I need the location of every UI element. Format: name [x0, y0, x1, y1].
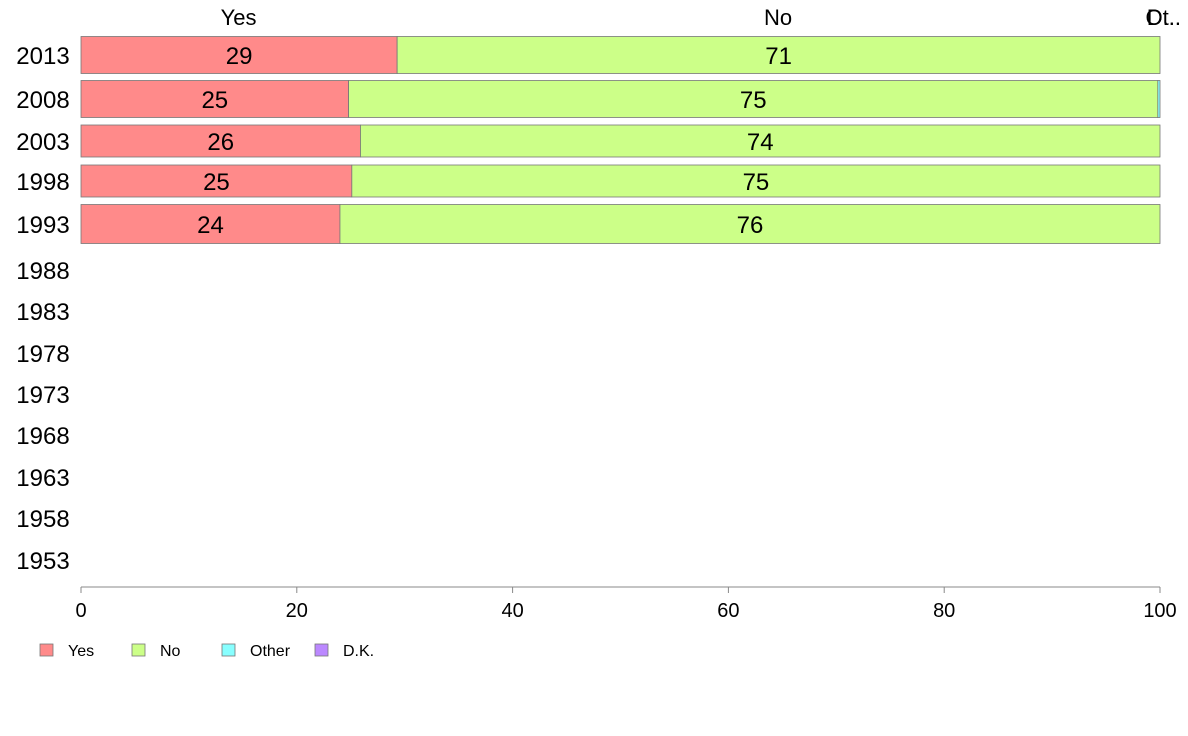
bar-segment-yes [80, 80, 349, 118]
legend-swatch [314, 643, 329, 657]
data-label: 74 [747, 129, 774, 156]
category-label: 1993 [16, 212, 69, 239]
category-label: 1978 [16, 341, 69, 368]
x-tick-label: 80 [933, 600, 955, 622]
legend-label: Other [250, 643, 291, 660]
legend-swatch [221, 643, 236, 657]
category-label: 1973 [16, 382, 69, 409]
x-tick-label: 60 [717, 600, 739, 622]
data-label: 24 [197, 212, 224, 239]
category-label: 2008 [16, 87, 69, 114]
bar-segment-yes [80, 36, 398, 74]
data-label: 25 [203, 169, 230, 196]
legend-label: D.K. [343, 643, 374, 660]
data-label: 29 [226, 43, 253, 70]
x-tick-label: 40 [501, 600, 523, 622]
data-label: 75 [740, 87, 767, 114]
bar-segment-no [348, 80, 1159, 118]
data-label: 25 [201, 87, 228, 114]
bar-segment-no [360, 124, 1161, 158]
series-top-label: Ot.. [1146, 5, 1181, 30]
bar-segment-yes [80, 204, 341, 244]
bar-segment-yes [80, 164, 353, 198]
category-label: 1988 [16, 258, 69, 285]
bar-segment-no [339, 204, 1161, 244]
series-top-label: Yes [221, 5, 257, 30]
x-tick-label: 20 [286, 600, 308, 622]
x-tick-label: 100 [1143, 600, 1176, 622]
bar-segment-other [1157, 80, 1161, 118]
series-top-label: No [764, 5, 792, 30]
category-label: 2003 [16, 129, 69, 156]
data-label: 71 [765, 43, 792, 70]
data-label: 75 [743, 169, 770, 196]
x-tick-label: 0 [75, 600, 86, 622]
legend-swatch [131, 643, 146, 657]
data-label: 26 [207, 129, 234, 156]
category-label: 1953 [16, 548, 69, 575]
legend-swatch [39, 643, 54, 657]
category-label: 1998 [16, 169, 69, 196]
bar-segment-no [351, 164, 1161, 198]
category-label: 1968 [16, 423, 69, 450]
category-label: 2013 [16, 43, 69, 70]
category-label: 1963 [16, 465, 69, 492]
category-label: 1958 [16, 506, 69, 533]
series-top-label: D... [1147, 5, 1181, 30]
bar-segment-no [396, 36, 1161, 74]
category-label: 1983 [16, 299, 69, 326]
legend-label: Yes [68, 643, 94, 660]
bar-segment-yes [80, 124, 361, 158]
legend-label: No [160, 643, 181, 660]
data-label: 76 [737, 212, 764, 239]
